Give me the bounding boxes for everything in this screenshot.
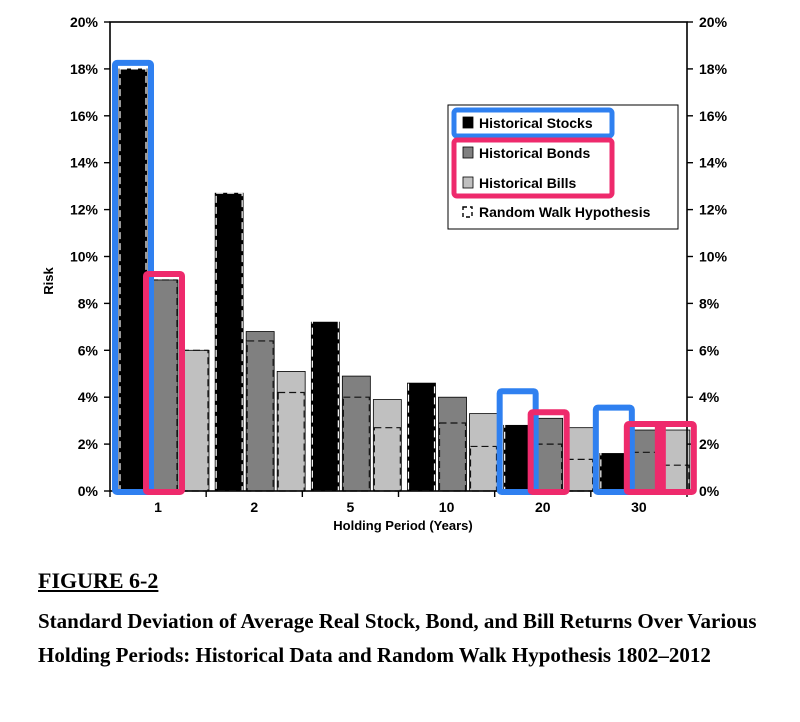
legend-highlight-pink [451, 137, 615, 199]
figure-number: FIGURE 6-2 [38, 568, 159, 593]
highlight-box-pink [527, 409, 570, 495]
legend-swatch-random-walk [462, 206, 473, 218]
bar-stocks-1 [118, 68, 148, 492]
y-tick-label-right: 16% [699, 108, 728, 124]
random-walk-bonds-10 [438, 422, 467, 492]
legend-swatch-stocks [462, 116, 474, 129]
y-tick-label-left: 20% [70, 14, 99, 30]
y-tick-label-left: 10% [70, 249, 99, 265]
y-tick-label-left: 0% [78, 483, 99, 499]
x-tick-label-10: 10 [439, 499, 455, 515]
legend-box [447, 104, 679, 230]
bar-bills-30 [661, 429, 691, 492]
y-tick-label-right: 18% [699, 61, 728, 77]
y-tick-label-right: 14% [699, 155, 728, 171]
bar-stocks-20 [503, 424, 533, 492]
x-tick-label-30: 30 [631, 499, 647, 515]
y-tick-label-left: 12% [70, 202, 99, 218]
y-tick-label-left: 8% [78, 295, 99, 311]
y-tick-label-right: 12% [699, 202, 728, 218]
legend-label-bills: Historical Bills [479, 175, 576, 191]
x-tick-label-2: 2 [250, 499, 258, 515]
bar-bonds-5 [341, 375, 371, 492]
x-axis-title: Holding Period (Years) [333, 518, 472, 533]
y-tick-label-left: 6% [78, 342, 99, 358]
bar-bonds-1 [149, 279, 179, 492]
y-tick-label-right: 0% [699, 483, 720, 499]
bar-bonds-30 [630, 429, 660, 492]
bar-bills-1 [180, 349, 210, 492]
bar-bills-5 [372, 399, 402, 492]
y-tick-label-left: 4% [78, 389, 99, 405]
bar-stocks-5 [310, 321, 340, 492]
legend-swatch-bills [462, 176, 474, 189]
highlight-box-blue [496, 388, 539, 496]
y-tick-label-right: 8% [699, 295, 720, 311]
bar-stocks-10 [407, 382, 436, 492]
y-tick-label-right: 20% [699, 14, 728, 30]
figure-title: Standard Deviation of Average Real Stock… [38, 609, 757, 667]
highlight-box-pink [143, 270, 185, 496]
random-walk-stocks-10 [407, 356, 436, 492]
y-tick-label-left: 16% [70, 108, 99, 124]
y-axis-title: Risk [41, 267, 56, 295]
y-tick-label-left: 14% [70, 155, 99, 171]
bar-stocks-2 [214, 192, 244, 492]
y-tick-label-left: 18% [70, 61, 99, 77]
y-tick-label-left: 2% [78, 436, 99, 452]
y-tick-label-right: 2% [699, 436, 720, 452]
legend-label-random-walk: Random Walk Hypothesis [479, 204, 651, 220]
bar-bills-2 [276, 371, 306, 492]
highlight-box-blue [592, 404, 635, 495]
bar-bonds-10 [438, 396, 467, 492]
legend-label-stocks: Historical Stocks [479, 115, 593, 131]
highlight-box-blue [112, 59, 154, 496]
highlight-box-pink [623, 421, 666, 495]
y-tick-label-right: 6% [699, 342, 720, 358]
legend-swatch-bonds [462, 146, 474, 159]
bar-stocks-30 [599, 453, 629, 492]
y-tick-label-right: 10% [699, 249, 728, 265]
x-tick-label-20: 20 [535, 499, 551, 515]
legend-highlight-blue [451, 107, 615, 139]
risk-chart: 0% 0% 2% 2% 4% 4% 6% 6% 8% 8% 10% 10% 12% 12% 14% 14% 16… [41, 14, 728, 533]
x-tick-label-1: 1 [154, 499, 162, 515]
bar-bonds-20 [534, 417, 564, 492]
bar-bonds-2 [245, 331, 275, 492]
x-tick-label-5: 5 [347, 499, 355, 515]
highlight-box-pink [654, 421, 697, 495]
bar-bills-10 [469, 413, 498, 492]
y-tick-label-right: 4% [699, 389, 720, 405]
legend-label-bonds: Historical Bonds [479, 145, 590, 161]
